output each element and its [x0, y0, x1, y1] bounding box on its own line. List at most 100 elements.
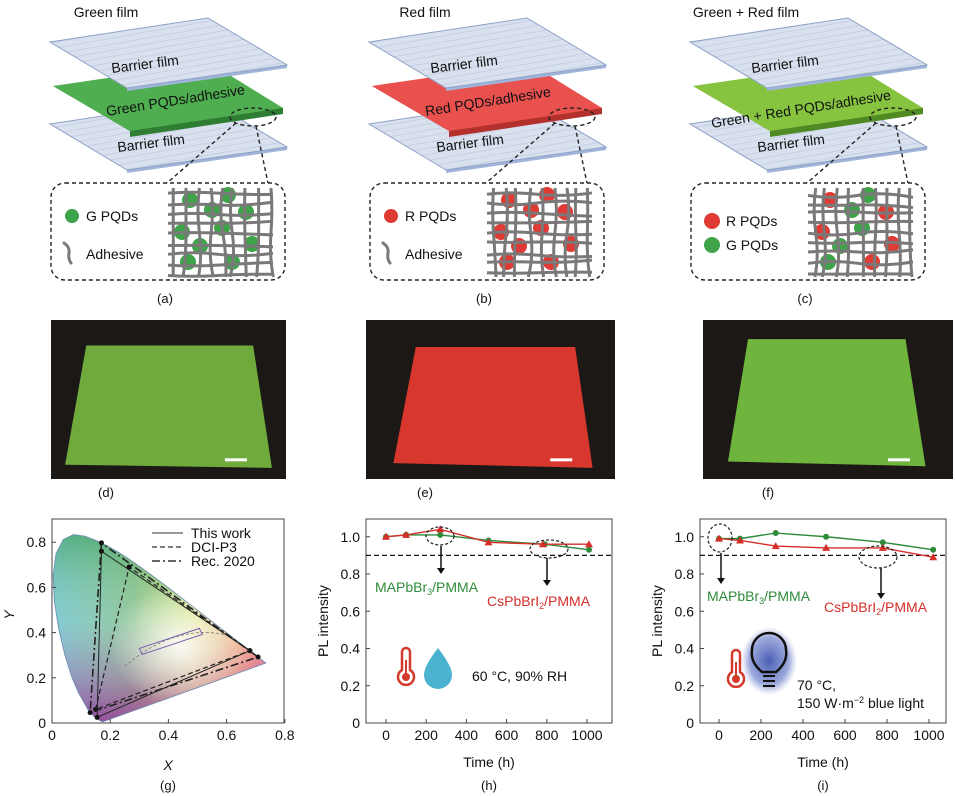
panel-label: (f) — [762, 485, 774, 500]
y-tick-label: 0.2 — [27, 670, 47, 686]
adhesive-strand — [167, 200, 274, 207]
x-tick-label: 1000 — [913, 727, 944, 743]
adhesive-strand — [845, 187, 851, 278]
y-tick-label: 0.4 — [675, 641, 695, 657]
x-tick-label: 400 — [791, 727, 815, 743]
gamut-vertex — [94, 714, 100, 720]
magnified-view-box — [369, 182, 605, 281]
series-line-0 — [719, 532, 934, 551]
adhesive-strand — [812, 187, 819, 278]
data-point — [586, 546, 593, 553]
thermometer-icon — [396, 646, 416, 687]
adhesive-strand — [196, 187, 203, 278]
x-tick-label: 200 — [749, 727, 773, 743]
pqd-legend-dot — [65, 209, 79, 223]
zoom-line — [255, 125, 269, 184]
adhesive-strand — [167, 243, 274, 249]
light-bulb-icon — [750, 631, 788, 674]
highlight-ellipse — [425, 526, 455, 546]
panel-title: Red film — [399, 4, 450, 20]
pqd-legend-label: R PQDs — [405, 208, 456, 224]
condition-label-line1: 70 °C, — [797, 677, 836, 693]
adhesive-strand — [167, 251, 274, 258]
adhesive-strand — [255, 187, 261, 278]
top-barrier-film — [688, 17, 929, 89]
pqd-particle — [557, 204, 573, 220]
adhesive-strand — [807, 230, 914, 237]
panel-label: (a) — [157, 291, 173, 306]
y-tick-label: 0 — [352, 715, 360, 731]
film-photo — [393, 347, 593, 468]
y-tick-label: 0.4 — [341, 641, 361, 657]
adhesive-network — [167, 187, 275, 278]
r-pqd-legend-label: R PQDs — [726, 213, 777, 229]
g-pqd-legend-label: G PQDs — [726, 237, 778, 253]
adhesive-strand — [219, 187, 228, 278]
pqd-legend-dot — [384, 209, 398, 223]
data-point — [715, 534, 723, 542]
data-point — [538, 540, 547, 548]
y-tick-label: 0.6 — [27, 579, 47, 595]
adhesive-strand — [167, 231, 274, 237]
scale-bar — [888, 458, 910, 462]
adhesive-strand — [208, 187, 215, 278]
x-tick-label: 600 — [495, 727, 519, 743]
top-barrier-film — [48, 17, 289, 89]
y-axis-label: Y — [1, 609, 17, 620]
thermometer-bulb — [732, 675, 740, 683]
gamut-vertex — [98, 540, 104, 546]
x-tick-label: 0.4 — [159, 727, 179, 743]
data-point — [879, 539, 886, 546]
panel-label: (c) — [797, 291, 812, 306]
pqd-particle — [180, 254, 196, 270]
color-coordinates-cluster — [138, 627, 204, 656]
series-label-main: CsPbBrI — [487, 593, 539, 609]
zoom-ellipse — [869, 107, 917, 127]
series-label-main: MAPbBr — [375, 579, 427, 595]
adhesive-legend-label: Adhesive — [86, 246, 144, 262]
data-point — [437, 531, 444, 538]
series-label: CsPbBrI2/PMMA — [824, 599, 928, 617]
adhesive-legend-label: Adhesive — [405, 246, 463, 262]
gamut-triangle-0 — [96, 550, 251, 719]
x-axis-label: Time (h) — [463, 754, 515, 770]
data-point — [436, 525, 445, 533]
panel-label: (i) — [817, 778, 829, 793]
series-label-suffix: /PMMA — [881, 599, 928, 615]
magnified-view-box — [50, 182, 286, 281]
zoom-ellipse — [548, 107, 596, 127]
adhesive-strand — [873, 187, 878, 278]
y-tick-label: 0.8 — [341, 566, 361, 582]
arrow-head — [437, 568, 445, 574]
gamut-vertex — [126, 564, 132, 570]
panel-label: (d) — [98, 485, 114, 500]
x-tick-label: 0 — [48, 727, 56, 743]
gamut-triangle-1 — [94, 566, 251, 711]
series-label-suffix: /PMMA — [432, 579, 479, 595]
series-label-subscript: 2 — [539, 601, 544, 611]
plot-frame — [365, 518, 613, 724]
adhesive-strand — [512, 187, 518, 278]
condition-label: 60 °C, 90% RH — [472, 668, 567, 684]
adhesive-strand — [526, 187, 534, 278]
film-photo — [65, 345, 272, 468]
x-tick-label: 600 — [833, 727, 857, 743]
panel-title: Green film — [74, 4, 139, 20]
adhesive-strand — [908, 187, 914, 278]
adhesive-strand — [807, 240, 914, 246]
pqd-adhesive-layer — [693, 63, 923, 131]
adhesive-strand — [167, 211, 274, 217]
adhesive-strand — [539, 187, 546, 278]
zoom-line — [166, 122, 237, 184]
adhesive-strand — [243, 187, 248, 278]
water-drop-icon — [424, 648, 452, 689]
series-line-1 — [385, 528, 590, 545]
highlight-ellipse — [707, 523, 733, 553]
pqd-particle — [864, 254, 880, 270]
y-tick-label: 0.8 — [675, 566, 695, 582]
y-tick-label: 0.4 — [27, 625, 47, 641]
pqd-adhesive-layer — [53, 63, 283, 131]
x-tick-label: 0.8 — [275, 727, 295, 743]
zoom-line — [806, 122, 877, 184]
